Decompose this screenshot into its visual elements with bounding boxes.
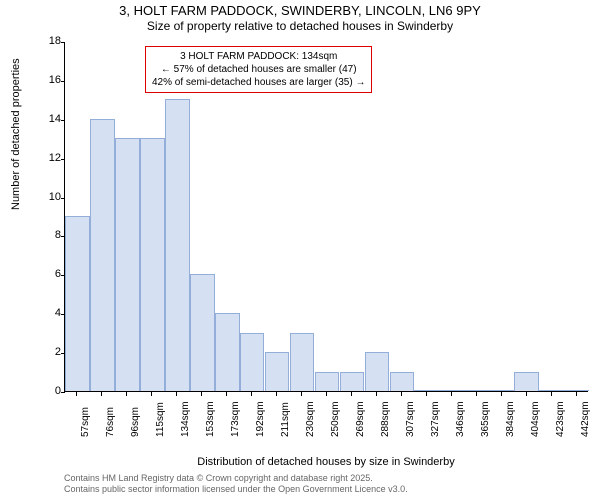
y-tick-label: 10 [45,191,61,203]
y-tick-mark [61,236,65,237]
histogram-bar [140,138,165,391]
histogram-bar [65,216,90,391]
y-axis-label: Number of detached properties [10,58,22,210]
y-tick-label: 18 [45,35,61,47]
y-tick-label: 8 [45,229,61,241]
histogram-bar [190,274,215,391]
y-tick-mark [61,275,65,276]
histogram-bar [165,99,190,391]
y-tick-mark [61,392,65,393]
x-tick-mark [526,392,527,396]
x-tick-label: 269sqm [355,401,366,437]
histogram-bar [115,138,140,391]
x-tick-mark [151,392,152,396]
x-tick-label: 230sqm [305,401,316,437]
y-tick-label: 16 [45,74,61,86]
x-tick-label: 307sqm [405,401,416,437]
x-tick-label: 346sqm [455,401,466,437]
y-tick-mark [61,314,65,315]
x-tick-label: 442sqm [580,401,591,437]
annotation-line3: 42% of semi-detached houses are larger (… [152,76,365,89]
x-tick-mark [351,392,352,396]
y-tick-mark [61,120,65,121]
x-tick-mark [576,392,577,396]
x-tick-label: 96sqm [130,407,141,437]
x-tick-mark [201,392,202,396]
plot-area [64,42,588,392]
x-tick-label: 192sqm [255,401,266,437]
y-tick-mark [61,81,65,82]
histogram-bar [340,372,365,391]
x-tick-mark [301,392,302,396]
x-tick-label: 404sqm [530,401,541,437]
x-tick-label: 153sqm [205,401,216,437]
y-tick-label: 4 [45,307,61,319]
x-axis-label: Distribution of detached houses by size … [64,456,588,468]
histogram-bar [489,390,514,391]
histogram-bar [439,390,464,391]
histogram-bar [265,352,290,391]
x-tick-label: 288sqm [380,401,391,437]
y-tick-label: 14 [45,113,61,125]
y-tick-label: 2 [45,346,61,358]
histogram-bar [290,333,315,391]
x-tick-label: 57sqm [80,407,91,437]
x-tick-mark [401,392,402,396]
x-tick-mark [451,392,452,396]
histogram-bar [240,333,265,391]
histogram-bar [90,119,115,391]
y-tick-label: 0 [45,385,61,397]
y-tick-mark [61,353,65,354]
y-tick-mark [61,198,65,199]
x-tick-mark [126,392,127,396]
x-tick-label: 76sqm [105,407,116,437]
x-tick-mark [476,392,477,396]
annotation-line1: 3 HOLT FARM PADDOCK: 134sqm [152,50,365,63]
y-tick-label: 6 [45,268,61,280]
histogram-bar [215,313,240,391]
y-tick-mark [61,42,65,43]
x-tick-mark [76,392,77,396]
histogram-bar [514,372,539,391]
x-tick-mark [251,392,252,396]
x-tick-label: 250sqm [330,401,341,437]
annotation-line2: ← 57% of detached houses are smaller (47… [152,63,365,76]
chart-title: 3, HOLT FARM PADDOCK, SWINDERBY, LINCOLN… [0,3,600,18]
x-tick-label: 327sqm [430,401,441,437]
x-tick-label: 365sqm [480,401,491,437]
histogram-bar [390,372,415,391]
x-tick-mark [501,392,502,396]
x-tick-label: 173sqm [230,401,241,437]
x-tick-mark [101,392,102,396]
x-tick-label: 211sqm [280,402,291,437]
x-tick-mark [276,392,277,396]
histogram-bar [539,390,564,391]
x-tick-mark [551,392,552,396]
x-tick-label: 423sqm [555,401,566,437]
y-tick-label: 12 [45,152,61,164]
histogram-bar [464,390,489,391]
histogram-bar [414,390,439,391]
x-tick-label: 115sqm [155,402,166,437]
x-tick-mark [376,392,377,396]
x-tick-mark [176,392,177,396]
chart-footer: Contains HM Land Registry data © Crown c… [64,473,408,496]
histogram-bar [564,390,589,391]
histogram-bar [365,352,390,391]
annotation-box: 3 HOLT FARM PADDOCK: 134sqm ← 57% of det… [145,46,372,93]
footer-line2: Contains public sector information licen… [64,484,408,496]
histogram-bar [315,372,340,391]
footer-line1: Contains HM Land Registry data © Crown c… [64,473,408,485]
x-tick-label: 384sqm [505,401,516,437]
y-tick-mark [61,159,65,160]
chart-subtitle: Size of property relative to detached ho… [0,19,600,33]
x-tick-label: 134sqm [180,401,191,437]
x-tick-mark [326,392,327,396]
x-tick-mark [426,392,427,396]
x-tick-mark [226,392,227,396]
